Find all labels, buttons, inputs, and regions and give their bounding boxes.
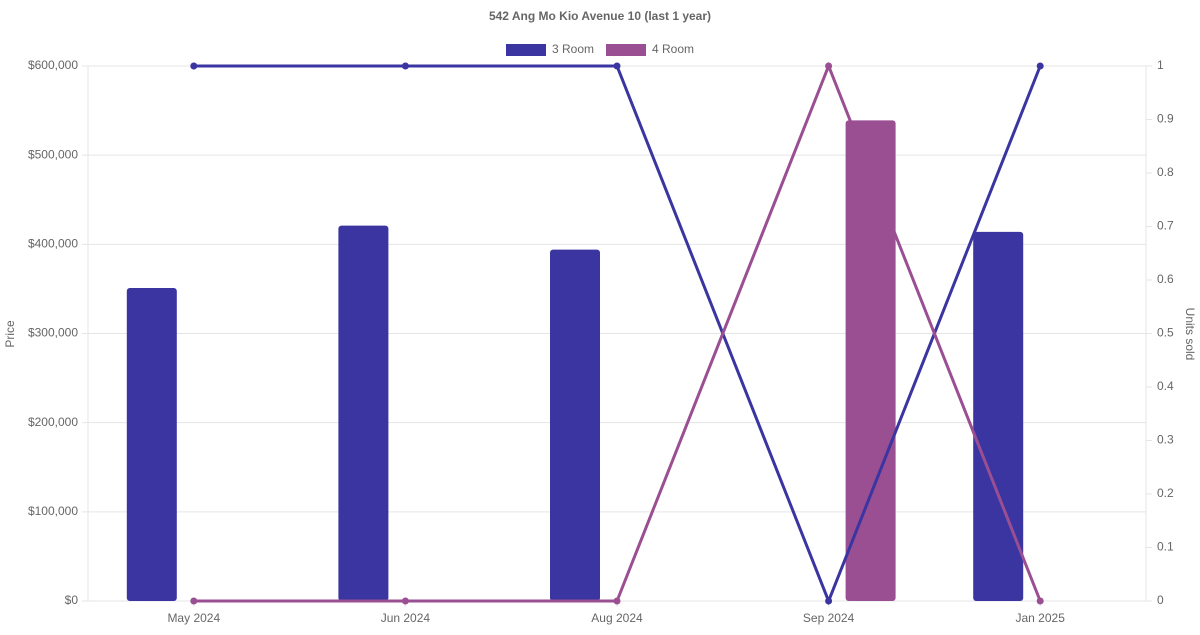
bar — [338, 225, 389, 601]
point — [401, 597, 409, 605]
y-tick-label: $200,000 — [28, 415, 78, 429]
y-axis-title: Price — [3, 320, 17, 348]
point — [613, 597, 621, 605]
x-tick-label: Jun 2024 — [381, 611, 431, 625]
y2-axis-title: Units sold — [1183, 308, 1197, 361]
chart-title: 542 Ang Mo Kio Avenue 10 (last 1 year) — [489, 9, 711, 23]
point — [190, 597, 198, 605]
y-tick-label: $300,000 — [28, 326, 78, 340]
y2-tick-label: 0 — [1157, 593, 1164, 607]
y2-tick-label: 0.2 — [1157, 486, 1174, 500]
point — [825, 62, 833, 70]
y2-tick-label: 1 — [1157, 58, 1164, 72]
point — [1036, 62, 1044, 70]
y2-tick-label: 0.5 — [1157, 326, 1174, 340]
point — [190, 62, 198, 70]
legend-label: 4 Room — [652, 42, 694, 56]
x-tick-label: Sep 2024 — [803, 611, 855, 625]
y2-tick-label: 0.4 — [1157, 379, 1174, 393]
bar — [126, 288, 177, 601]
bar — [973, 231, 1024, 601]
y-tick-label: $400,000 — [28, 237, 78, 251]
bar — [845, 120, 896, 602]
y-tick-label: $0 — [65, 593, 79, 607]
point — [825, 597, 833, 605]
y2-tick-label: 0.9 — [1157, 112, 1174, 126]
y2-tick-label: 0.1 — [1157, 540, 1174, 554]
y2-tick-label: 0.3 — [1157, 433, 1174, 447]
point — [401, 62, 409, 70]
legend-label: 3 Room — [552, 42, 594, 56]
legend-swatch — [506, 44, 546, 56]
point — [613, 62, 621, 70]
y-tick-label: $100,000 — [28, 504, 78, 518]
y-tick-label: $500,000 — [28, 147, 78, 161]
x-tick-label: Aug 2024 — [591, 611, 643, 625]
y2-tick-label: 0.8 — [1157, 165, 1174, 179]
y-tick-label: $600,000 — [28, 58, 78, 72]
bar — [550, 249, 600, 601]
point — [1036, 597, 1044, 605]
x-tick-label: Jan 2025 — [1016, 611, 1066, 625]
x-tick-label: May 2024 — [167, 611, 220, 625]
y2-tick-label: 0.7 — [1157, 219, 1174, 233]
legend-swatch — [606, 44, 646, 56]
y2-tick-label: 0.6 — [1157, 272, 1174, 286]
